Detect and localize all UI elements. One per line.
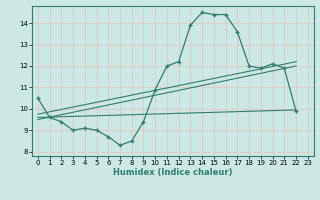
X-axis label: Humidex (Indice chaleur): Humidex (Indice chaleur) — [113, 168, 233, 177]
